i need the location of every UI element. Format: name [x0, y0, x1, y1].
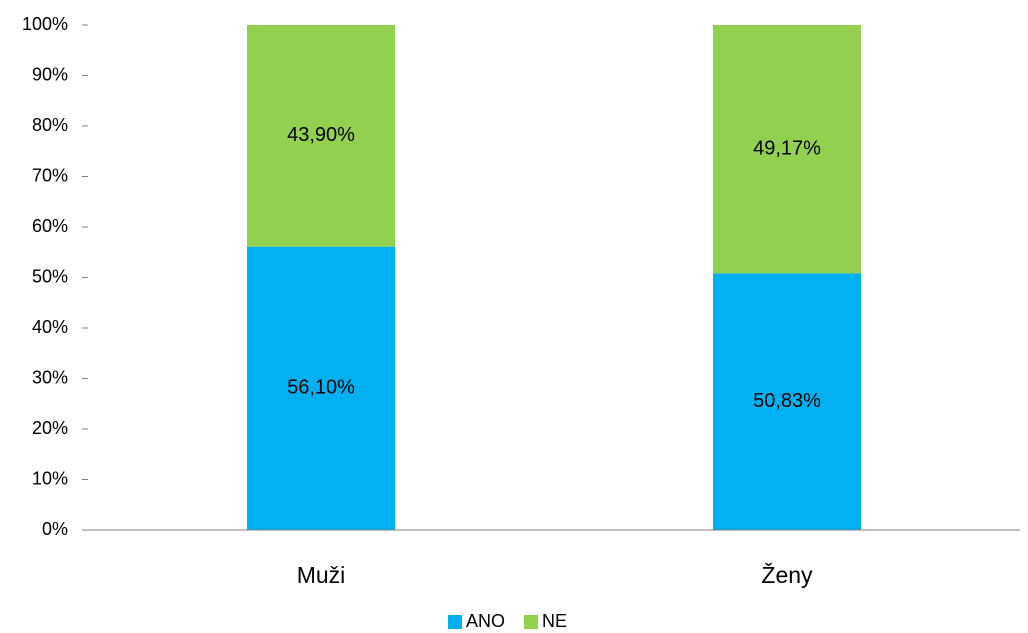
- bar-segment: [247, 246, 395, 530]
- y-tick-label: 10%: [32, 468, 68, 488]
- y-tick-label: 40%: [32, 317, 68, 337]
- y-tick-label: 20%: [32, 418, 68, 438]
- bar-segment: [713, 25, 861, 274]
- legend-label: NE: [542, 611, 567, 631]
- bar-segment: [713, 273, 861, 530]
- y-tick-label: 30%: [32, 367, 68, 387]
- data-label: 43,90%: [287, 124, 355, 146]
- data-label: 50,83%: [753, 390, 821, 412]
- bar-segment: [247, 25, 395, 247]
- data-label: 49,17%: [753, 137, 821, 159]
- y-tick-label: 70%: [32, 165, 68, 185]
- y-tick-label: 60%: [32, 216, 68, 236]
- x-tick-label: Muži: [297, 562, 346, 588]
- y-tick-label: 100%: [22, 14, 68, 34]
- y-tick-label: 50%: [32, 266, 68, 286]
- data-label: 56,10%: [287, 377, 355, 399]
- y-tick-label: 80%: [32, 115, 68, 135]
- y-tick-label: 90%: [32, 64, 68, 84]
- legend-label: ANO: [466, 611, 505, 631]
- legend-swatch: [524, 615, 538, 629]
- y-tick-label: 0%: [42, 519, 68, 539]
- legend-swatch: [448, 615, 462, 629]
- x-tick-label: Ženy: [761, 562, 813, 588]
